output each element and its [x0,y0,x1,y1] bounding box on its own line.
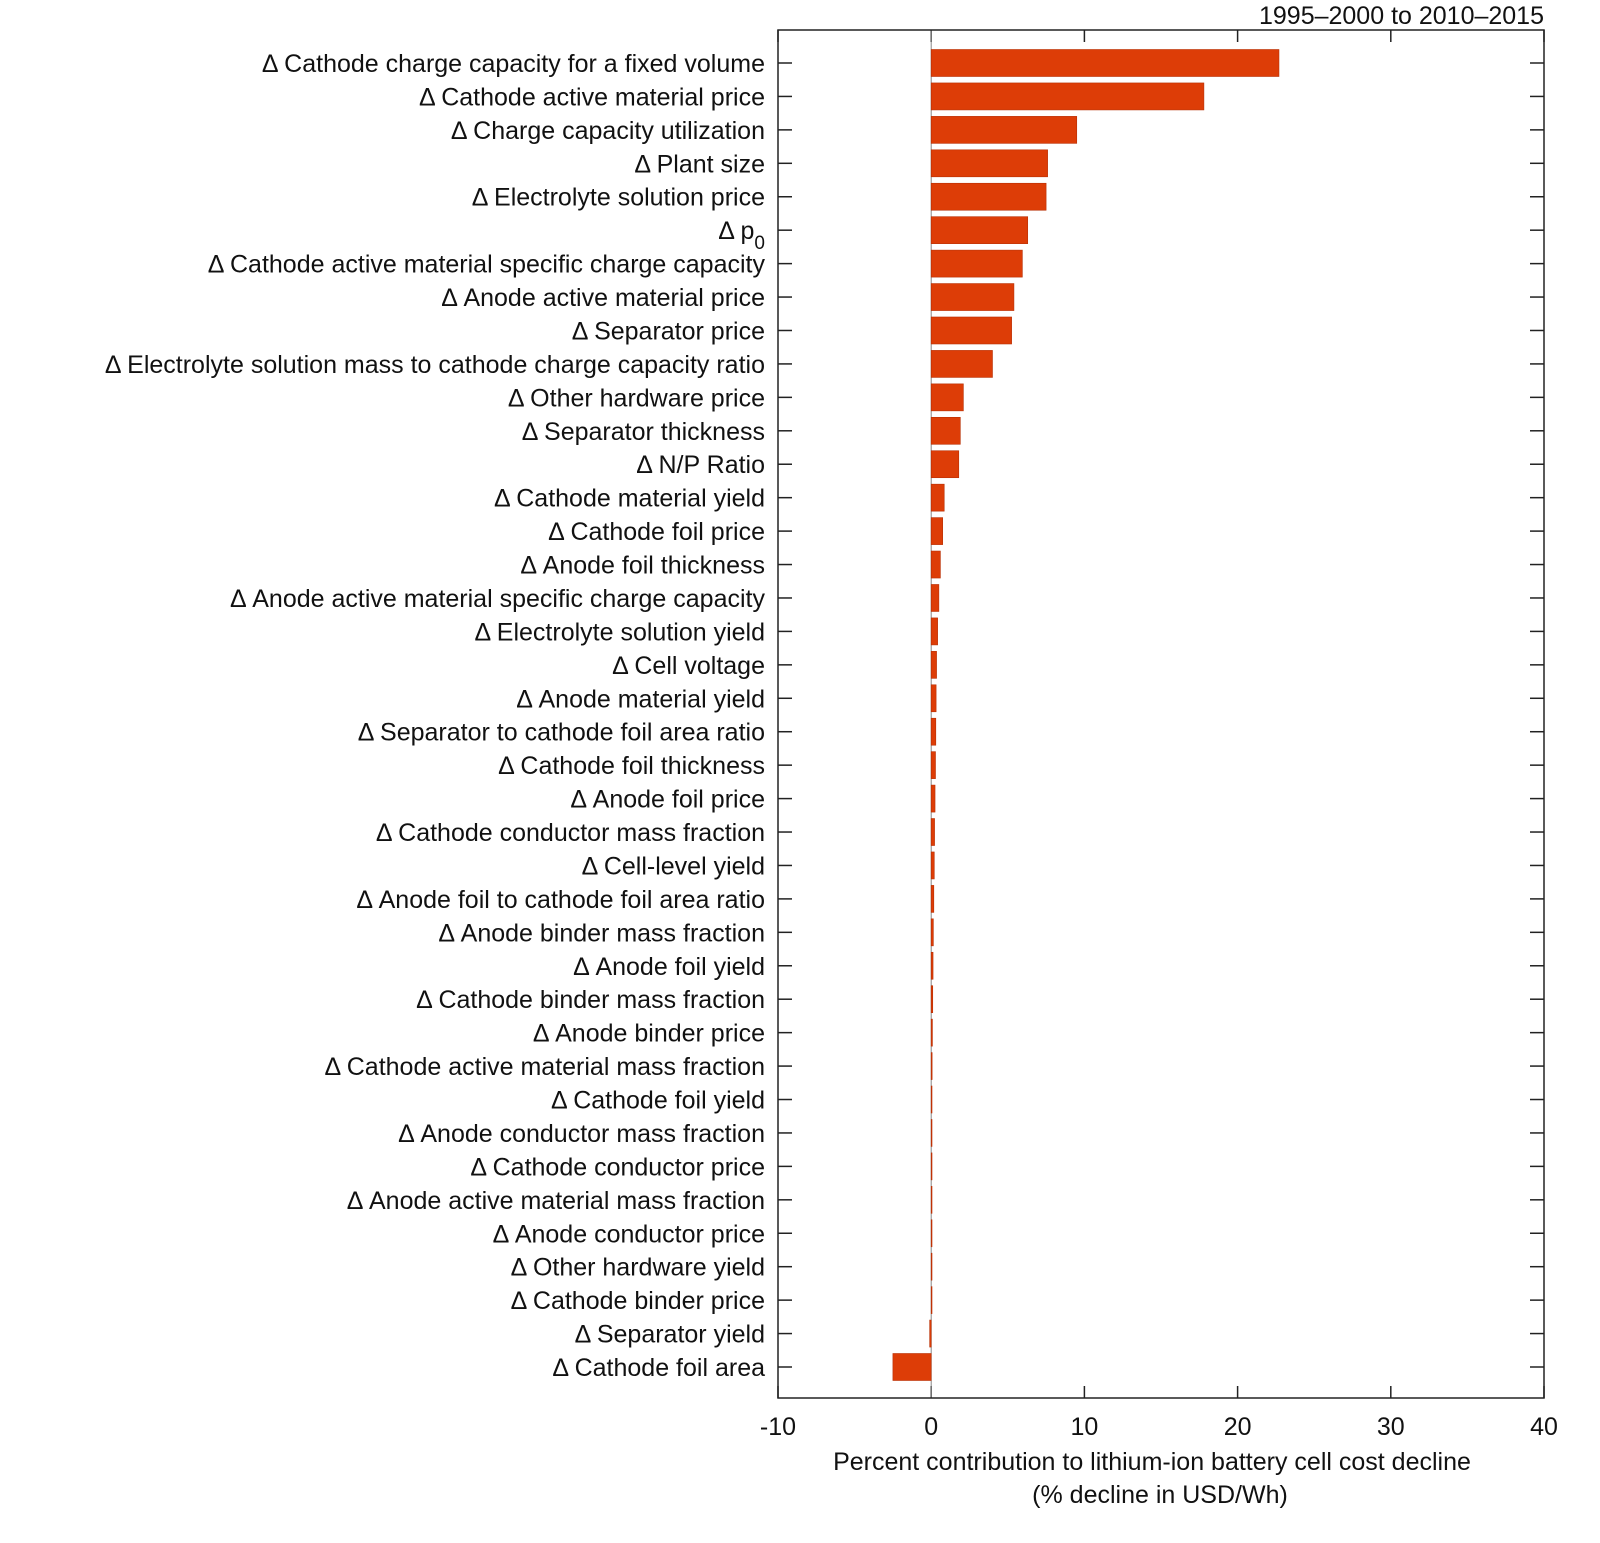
category-label: Δ Separator thickness [522,418,765,446]
bar [929,1319,932,1348]
bar [930,684,937,713]
bar [930,283,1015,311]
category-label: Δ Cell voltage [612,652,765,680]
bar [930,851,935,880]
x-tick-label: 0 [924,1413,938,1441]
bar [930,517,943,545]
bar [892,1353,932,1381]
bar [930,1286,933,1314]
bar [930,951,934,980]
bar [930,249,1023,278]
category-label: Δ Electrolyte solution yield [475,618,765,646]
bar [930,1052,933,1080]
category-label: Δ Anode material yield [516,685,765,713]
bar [930,1018,933,1047]
x-tick-label: 10 [1070,1413,1098,1441]
x-axis-label-line2: (% decline in USD/Wh) [1032,1481,1288,1509]
category-label: Δ Anode conductor price [493,1220,765,1248]
x-tick-label: 20 [1224,1413,1252,1441]
category-label: Δ Cathode material yield [494,485,765,513]
bar [930,1119,933,1147]
category-label: Δ Anode conductor mass fraction [398,1120,765,1148]
category-label: Δ Other hardware price [508,384,765,412]
plot-frame [777,29,1545,1399]
x-tick-label: 40 [1530,1413,1558,1441]
category-label: Δ Anode active material price [441,284,765,312]
bar [930,617,938,646]
category-label: Δ N/P Ratio [636,451,765,479]
category-label: Δ Cathode active material specific charg… [208,251,766,279]
category-label: Δ p0 [718,217,765,254]
bar [930,1219,933,1248]
bar [930,216,1029,244]
bar [930,483,945,512]
bar [930,383,964,412]
bar [930,985,934,1014]
category-label: Δ Cell-level yield [582,852,765,880]
category-label: Δ Cathode conductor mass fraction [376,819,765,847]
category-label: Δ Cathode binder mass fraction [416,986,765,1014]
bar [930,717,937,746]
category-label: Δ Cathode foil yield [551,1087,765,1115]
bar [930,149,1048,178]
bar [930,1152,933,1181]
bar [930,1186,933,1214]
bar [930,784,936,813]
bar [930,182,1047,211]
category-label: Δ Cathode foil price [548,518,765,546]
category-label: Δ Cathode charge capacity for a fixed vo… [262,50,765,78]
bar [930,350,993,378]
bar [930,116,1078,144]
bar [930,818,935,846]
bar [930,49,1280,77]
category-label: Δ Anode foil yield [573,953,765,981]
bar [930,1085,933,1114]
category-label: Δ Cathode conductor price [470,1153,765,1181]
bar [930,584,940,612]
category-label: Δ Separator price [572,317,765,345]
bar [930,82,1205,111]
bar [930,316,1012,345]
category-label: Δ Anode foil price [570,786,765,814]
x-axis-label-line1: Percent contribution to lithium-ion batt… [833,1448,1471,1476]
category-label: Δ Cathode foil thickness [498,752,765,780]
category-label: Δ Anode binder mass fraction [438,919,765,947]
category-label: Δ Cathode foil area [552,1354,765,1382]
category-label: Δ Electrolyte solution price [472,184,765,212]
category-label: Δ Electrolyte solution mass to cathode c… [105,351,765,379]
category-label: Δ Cathode active material price [419,83,765,111]
category-label: Δ Charge capacity utilization [451,117,765,145]
category-label: Δ Anode binder price [533,1020,765,1048]
category-label: Δ Cathode active material mass fraction [324,1053,765,1081]
category-label: Δ Anode active material specific charge … [230,585,766,613]
category-label: Δ Anode active material mass fraction [347,1187,765,1215]
category-label: Δ Cathode binder price [511,1287,765,1315]
category-label: Δ Anode foil to cathode foil area ratio [356,886,765,914]
category-label: Δ Anode foil thickness [520,552,765,580]
bar [930,550,941,579]
x-tick-label: -10 [760,1413,796,1441]
bar [930,1252,933,1281]
category-label: Δ Plant size [634,150,765,178]
bar [930,918,934,947]
bar [930,751,936,779]
category-label: Δ Other hardware yield [511,1254,765,1282]
chart-title: 1995–2000 to 2010–2015 [1259,2,1544,30]
bar [930,885,935,913]
bar [930,450,960,479]
category-label: Δ Separator yield [575,1321,765,1349]
bar [930,651,937,679]
x-tick-label: 30 [1377,1413,1405,1441]
category-label: Δ Separator to cathode foil area ratio [358,719,765,747]
bar [930,416,961,445]
